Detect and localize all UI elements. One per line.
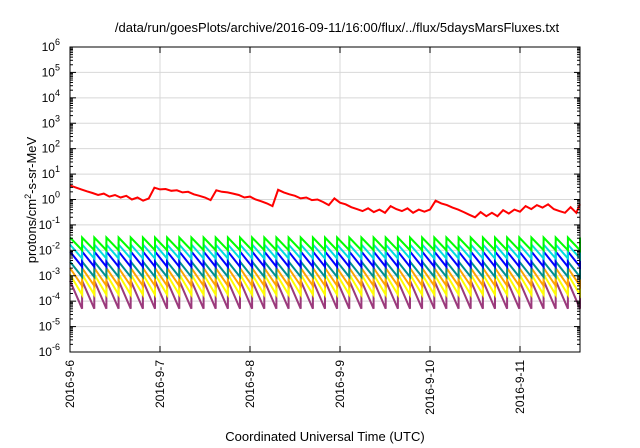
x-tick-label: 2016-9-7: [153, 360, 167, 408]
y-tick-label: 10-3: [39, 266, 60, 283]
y-label-sup: 2: [23, 194, 33, 199]
x-tick-label: 2016-9-8: [243, 360, 257, 408]
y-tick-label: 102: [42, 139, 60, 156]
y-tick-label: 10-4: [39, 291, 60, 308]
y-tick-label: 10-5: [39, 317, 60, 334]
x-axis: 2016-9-6 2016-9-7 2016-9-8 2016-9-9 2016-9-1…: [63, 47, 527, 415]
series-line: [69, 184, 581, 219]
y-tick-label: 101: [42, 164, 60, 181]
y-label-rest: -s-sr-MeV: [24, 136, 39, 193]
x-tick-label: 2016-9-9: [333, 360, 347, 408]
x-tick-label: 2016-9-10: [423, 360, 437, 415]
series-line: [69, 235, 581, 253]
y-tick-label: 103: [42, 113, 60, 130]
chart-title: /data/run/goesPlots/archive/2016-09-11/1…: [115, 20, 560, 35]
y-tick-label: 100: [42, 190, 60, 207]
x-axis-label: Coordinated Universal Time (UTC): [225, 429, 424, 444]
y-tick-label: 105: [42, 62, 60, 79]
y-tick-label: 106: [42, 37, 60, 54]
y-tick-label: 10-6: [39, 342, 60, 359]
series-layer: [69, 184, 581, 310]
y-axis: 10-6 10-5 10-4 10-3 10-2 10-1 100 101 102 103 104 1…: [39, 37, 580, 359]
y-label-base: protons/cm: [24, 199, 39, 263]
x-tick-label: 2016-9-11: [513, 360, 527, 414]
x-tick-label: 2016-9-6: [63, 360, 77, 408]
y-tick-label: 10-1: [39, 215, 60, 232]
y-tick-label: 104: [42, 88, 60, 105]
y-tick-label: 10-2: [39, 240, 60, 257]
y-axis-label: protons/cm2-s-sr-MeV: [23, 136, 39, 263]
